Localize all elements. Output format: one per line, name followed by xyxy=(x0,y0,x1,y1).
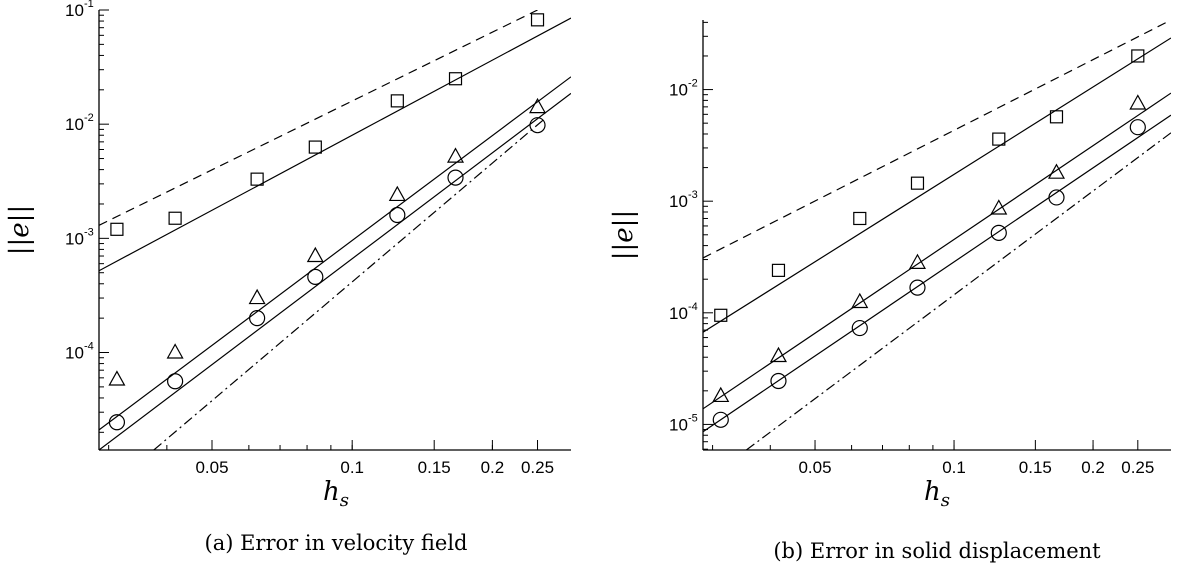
y-tick-exponent: -2 xyxy=(688,78,698,90)
circle-marker xyxy=(167,373,184,390)
solid-fit-line xyxy=(703,37,1171,333)
x-tick-label: 0.2 xyxy=(481,458,505,477)
x-tick-label: 0.1 xyxy=(942,458,966,477)
square-marker xyxy=(853,211,867,226)
triangle-marker xyxy=(712,386,730,403)
square-marker xyxy=(771,263,786,277)
circle-marker xyxy=(712,411,729,428)
x-tick-label: 0.1 xyxy=(340,458,364,477)
square-marker xyxy=(1131,49,1145,63)
x-tick-label: 0.2 xyxy=(1081,458,1105,477)
triangle-marker xyxy=(166,343,184,359)
x-axis-label-a: hs xyxy=(323,477,349,511)
y-tick-exponent: -3 xyxy=(84,226,94,238)
square-marker xyxy=(530,13,545,27)
square-marker xyxy=(714,308,728,322)
y-tick-exponent: -1 xyxy=(84,0,94,10)
solid-fit-line xyxy=(99,92,571,450)
square-marker xyxy=(448,72,463,86)
circle-marker xyxy=(1129,119,1146,136)
square-marker xyxy=(110,222,124,236)
y-axis-label-a: ||e|| xyxy=(5,205,35,255)
circle-marker xyxy=(389,206,406,224)
triangle-marker xyxy=(306,246,324,263)
dashdot-fit-line xyxy=(745,132,1171,450)
square-marker xyxy=(910,176,925,190)
y-tick-label: 10 xyxy=(65,115,84,134)
y-tick-label: 10 xyxy=(669,81,688,100)
triangle-marker xyxy=(851,292,869,309)
y-tick-label: 10 xyxy=(65,229,84,248)
y-tick-exponent: -4 xyxy=(688,301,698,313)
triangle-marker xyxy=(990,199,1008,215)
dashed-fit-line xyxy=(99,10,538,226)
triangle-marker xyxy=(529,97,547,114)
triangle-marker xyxy=(388,185,406,202)
circle-marker xyxy=(108,414,126,431)
circle-marker xyxy=(770,372,787,390)
triangle-marker xyxy=(248,288,266,305)
x-tick-label: 0.15 xyxy=(1019,458,1052,477)
y-tick-exponent: -5 xyxy=(688,412,698,424)
circle-marker xyxy=(529,117,546,134)
caption-b: (b) Error in solid displacement xyxy=(773,539,1101,563)
x-axis-label-b: hs xyxy=(924,477,950,511)
x-tick-label: 0.15 xyxy=(418,458,451,477)
y-tick-exponent: -3 xyxy=(688,189,698,201)
y-tick-label: 10 xyxy=(65,344,84,363)
circle-marker xyxy=(249,310,266,327)
caption-a: (a) Error in velocity field xyxy=(205,531,468,555)
circle-marker xyxy=(990,224,1007,241)
y-tick-label: 10 xyxy=(669,415,688,434)
x-tick-label: 0.05 xyxy=(195,458,228,477)
y-tick-label: 10 xyxy=(669,192,688,211)
square-marker xyxy=(1049,110,1064,124)
triangle-marker xyxy=(908,253,926,269)
y-tick-exponent: -2 xyxy=(84,112,94,124)
triangle-marker xyxy=(108,370,126,386)
triangle-marker xyxy=(769,346,787,363)
triangle-marker xyxy=(1047,163,1066,179)
solid-fit-line xyxy=(99,76,571,431)
square-marker xyxy=(390,94,404,108)
x-tick-label: 0.25 xyxy=(521,458,554,477)
y-tick-label: 10 xyxy=(65,1,84,20)
square-marker xyxy=(168,211,182,225)
dashdot-fit-line xyxy=(153,117,546,450)
square-marker xyxy=(250,172,264,186)
triangle-marker xyxy=(1129,94,1147,110)
solid-fit-line xyxy=(703,114,1171,433)
dashed-fit-line xyxy=(703,20,1171,259)
solid-fit-line xyxy=(99,17,571,272)
circle-marker xyxy=(447,169,464,186)
y-tick-label: 10 xyxy=(669,304,688,323)
circle-marker xyxy=(851,319,868,337)
circle-marker xyxy=(1048,189,1065,206)
square-marker xyxy=(308,140,322,154)
triangle-marker xyxy=(446,147,465,163)
y-axis-label-b: ||e|| xyxy=(609,210,639,260)
y-tick-exponent: -4 xyxy=(84,341,94,353)
circle-marker xyxy=(909,279,926,296)
solid-fit-line xyxy=(703,92,1171,410)
square-marker xyxy=(992,132,1006,146)
x-tick-label: 0.05 xyxy=(798,458,831,477)
x-tick-label: 0.25 xyxy=(1121,458,1154,477)
circle-marker xyxy=(307,268,324,285)
